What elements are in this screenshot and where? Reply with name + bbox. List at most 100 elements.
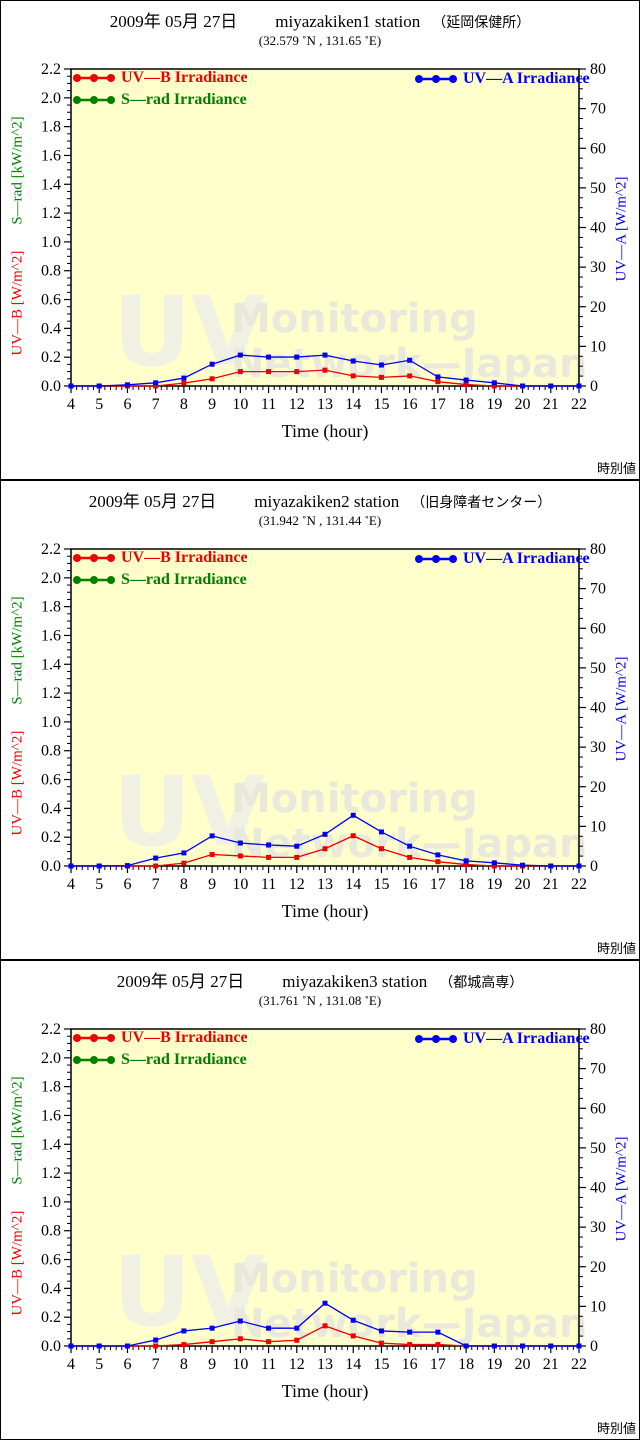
svg-text:9: 9	[208, 396, 216, 413]
svg-text:2.2: 2.2	[41, 1021, 61, 1038]
svg-text:0.4: 0.4	[41, 1280, 61, 1297]
svg-text:12: 12	[289, 1356, 305, 1373]
svg-text:10: 10	[232, 876, 248, 893]
svg-text:15: 15	[373, 396, 389, 413]
svg-text:7: 7	[152, 396, 160, 413]
legend-uva-label: UV—A Irradiance	[463, 550, 590, 567]
svg-text:8: 8	[180, 876, 188, 893]
svg-text:5: 5	[95, 876, 103, 893]
uva-line-marker-icon	[414, 1033, 458, 1045]
uvb-line-marker-icon	[72, 72, 116, 84]
svg-text:18: 18	[458, 876, 474, 893]
svg-text:40: 40	[590, 700, 606, 717]
left-axis-label-srad: S—rad [kW/m^2]	[9, 1076, 26, 1185]
svg-text:10: 10	[590, 818, 606, 835]
svg-text:1.2: 1.2	[41, 685, 61, 702]
svg-text:0.2: 0.2	[41, 829, 61, 846]
svg-text:8: 8	[180, 1356, 188, 1373]
svg-text:30: 30	[590, 1219, 606, 1236]
svg-text:70: 70	[590, 581, 606, 598]
svg-text:0.6: 0.6	[41, 292, 61, 309]
svg-text:0: 0	[590, 1338, 598, 1355]
svg-text:50: 50	[590, 660, 606, 677]
svg-text:1.8: 1.8	[41, 1079, 61, 1096]
svg-text:10: 10	[590, 1298, 606, 1315]
title-site-name: （都城高専）	[439, 976, 524, 991]
svg-text:21: 21	[543, 876, 559, 893]
svg-text:1.4: 1.4	[41, 1136, 61, 1153]
svg-text:0.4: 0.4	[41, 320, 61, 337]
svg-text:70: 70	[590, 1061, 606, 1078]
svg-text:22: 22	[571, 1356, 587, 1373]
svg-text:1.0: 1.0	[41, 234, 61, 251]
svg-text:12: 12	[289, 876, 305, 893]
srad-line-marker-icon	[72, 94, 116, 106]
svg-text:10: 10	[232, 1356, 248, 1373]
svg-text:1.6: 1.6	[41, 147, 61, 164]
svg-text:11: 11	[261, 1356, 276, 1373]
panel-title: 2009年 05月 27日 miyazakiken3 station （都城高専）	[1, 967, 639, 992]
left-axis-label-uvb: UV—B [W/m^2]	[9, 250, 26, 356]
x-axis-label: Time (hour)	[281, 901, 369, 921]
svg-text:1.6: 1.6	[41, 1107, 61, 1124]
svg-text:19: 19	[486, 1356, 502, 1373]
svg-text:0.0: 0.0	[41, 1338, 61, 1355]
left-axis-label: UV—B [W/m^2] S—rad [kW/m^2]	[10, 596, 27, 835]
title-station: miyazakiken1 station	[275, 12, 421, 31]
legend-uvb-label: UV—B Irradiance	[121, 1029, 248, 1046]
left-axis-label-uvb: UV—B [W/m^2]	[9, 1210, 26, 1316]
svg-text:20: 20	[515, 1356, 531, 1373]
uva-line-marker-icon	[414, 553, 458, 565]
svg-text:0.8: 0.8	[41, 1223, 61, 1240]
legend-srad: S—rad Irradiance	[72, 91, 247, 109]
svg-text:6: 6	[123, 876, 131, 893]
svg-text:13: 13	[317, 876, 333, 893]
panel-title: 2009年 05月 27日 miyazakiken2 station （旧身障者セン…	[1, 487, 639, 512]
x-axis-label: Time (hour)	[281, 1381, 369, 1401]
svg-text:17: 17	[430, 876, 446, 893]
station-panel: UV Monitoring Network—Japan 4 5 6 7 8 9 10 11 12 13 1…	[0, 480, 640, 960]
title-site-name: （延岡保健所）	[432, 16, 531, 31]
svg-text:1.2: 1.2	[41, 205, 61, 222]
svg-text:0.8: 0.8	[41, 263, 61, 280]
svg-text:9: 9	[208, 1356, 216, 1373]
uvb-line-marker-icon	[72, 1032, 116, 1044]
svg-text:5: 5	[95, 1356, 103, 1373]
legend-srad-label: S—rad Irradiance	[121, 91, 247, 108]
svg-text:0.4: 0.4	[41, 800, 61, 817]
svg-text:14: 14	[345, 396, 361, 413]
svg-text:20: 20	[515, 396, 531, 413]
svg-text:13: 13	[317, 1356, 333, 1373]
x-axis-label: Time (hour)	[281, 421, 369, 441]
station-coordinates: (32.579 ˚N , 131.65 ˚E)	[258, 33, 382, 48]
svg-text:21: 21	[543, 1356, 559, 1373]
svg-text:9: 9	[208, 876, 216, 893]
svg-text:18: 18	[458, 396, 474, 413]
svg-text:10: 10	[232, 396, 248, 413]
svg-text:6: 6	[123, 1356, 131, 1373]
svg-text:5: 5	[95, 396, 103, 413]
svg-text:11: 11	[261, 396, 276, 413]
svg-text:18: 18	[458, 1356, 474, 1373]
title-date: 2009年 05月 27日	[116, 972, 245, 991]
svg-text:1.0: 1.0	[41, 1194, 61, 1211]
right-axis-label: UV—A [W/m^2]	[613, 1136, 630, 1242]
svg-text:15: 15	[373, 1356, 389, 1373]
legend-uva: UV—A Irradiance	[414, 550, 590, 568]
svg-text:7: 7	[152, 1356, 160, 1373]
station-coordinates: (31.761 ˚N , 131.08 ˚E)	[258, 993, 382, 1008]
left-axis-label-srad: S—rad [kW/m^2]	[9, 116, 26, 225]
legend-srad-label: S—rad Irradiance	[121, 1051, 247, 1068]
legend-uvb: UV—B Irradiance	[72, 549, 248, 567]
svg-text:40: 40	[590, 220, 606, 237]
svg-text:14: 14	[345, 1356, 361, 1373]
legend-uva: UV—A Irradiance	[414, 1030, 590, 1048]
svg-text:0.6: 0.6	[41, 1252, 61, 1269]
hourly-value-note: 時別値	[596, 461, 636, 476]
title-station: miyazakiken2 station	[254, 492, 400, 511]
srad-line-marker-icon	[72, 1054, 116, 1066]
svg-text:60: 60	[590, 1100, 606, 1117]
